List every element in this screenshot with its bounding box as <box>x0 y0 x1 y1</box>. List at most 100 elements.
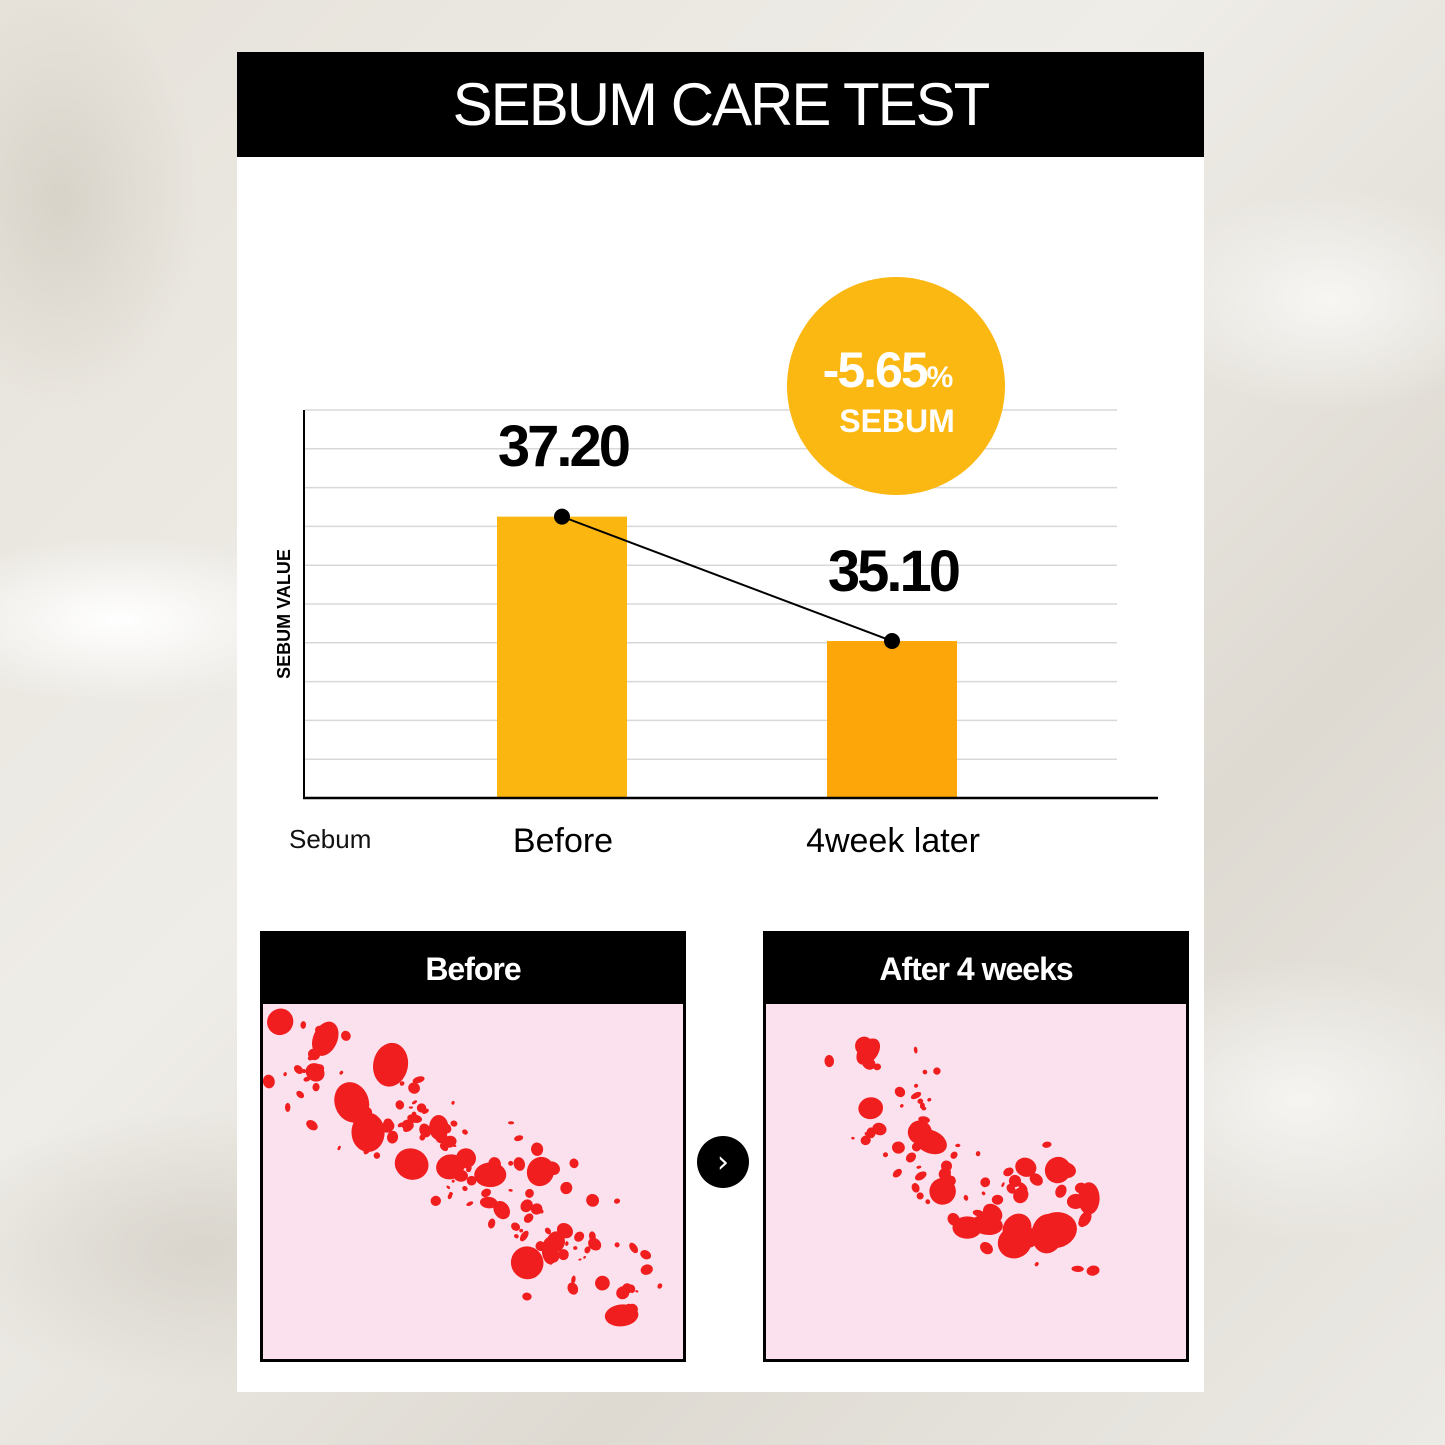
sebum-spot <box>911 1129 916 1134</box>
before-panel: Before <box>260 931 686 1362</box>
sebum-spot <box>872 1122 887 1136</box>
sebum-spot <box>462 1186 468 1192</box>
sebum-spot <box>476 1176 479 1181</box>
sebum-spot <box>916 1165 922 1169</box>
sebum-spot <box>971 1214 1003 1236</box>
sebum-spot <box>362 1107 373 1117</box>
sebum-spot <box>394 1059 402 1069</box>
sebum-spot <box>851 1136 855 1140</box>
sebum-spot <box>353 1107 365 1118</box>
after-sebum-map <box>824 1036 1100 1276</box>
sebum-spot <box>1008 1174 1022 1188</box>
sebum-spot <box>269 1078 274 1083</box>
data-label-after: 35.10 <box>828 539 959 604</box>
svg-text:-5.65%: -5.65% <box>823 342 953 398</box>
sebum-spot <box>922 1069 928 1075</box>
sebum-spot <box>918 1116 930 1124</box>
sebum-spot <box>312 1082 320 1092</box>
sebum-spot <box>905 1152 917 1163</box>
sebum-spot <box>614 1198 621 1204</box>
category-label-after: 4week later <box>806 822 980 860</box>
sebum-spot <box>262 1074 275 1089</box>
data-label-before: 37.20 <box>498 414 629 479</box>
after-panel: After 4 weeks <box>763 931 1189 1362</box>
sebum-spot <box>530 1203 543 1215</box>
data-point-1 <box>884 633 900 650</box>
sebum-spot <box>363 1144 371 1155</box>
sebum-spot <box>514 1234 519 1239</box>
y-axis-label: SEBUM VALUE <box>274 549 294 679</box>
sebum-spot <box>565 1241 569 1246</box>
sebum-spot <box>873 1063 882 1071</box>
sebum-spot <box>446 1185 451 1189</box>
sebum-spot <box>913 1046 918 1054</box>
sebum-spot <box>972 1209 985 1217</box>
badge-label: SEBUM <box>839 403 955 439</box>
sebum-spot <box>347 1082 357 1093</box>
sebum-spot <box>399 1081 405 1086</box>
sebum-spot <box>855 1036 874 1056</box>
sebum-spot <box>558 1249 569 1261</box>
chevron-right-icon: › <box>697 1136 749 1188</box>
sebum-spot <box>894 1086 906 1098</box>
sebum-spot <box>950 1151 958 1159</box>
sebum-spot <box>442 1123 452 1134</box>
sebum-spot <box>551 1236 562 1246</box>
sebum-spot <box>946 1174 952 1180</box>
sebum-spot <box>462 1129 468 1135</box>
sebum-spot <box>312 1063 323 1074</box>
sebum-spot <box>947 1213 960 1226</box>
sebum-spot <box>493 1201 510 1220</box>
sebum-spot <box>508 1160 514 1166</box>
sebum-spot <box>629 1242 639 1254</box>
sebum-spot <box>1029 1173 1043 1186</box>
sebum-spot <box>1066 1193 1085 1210</box>
sebum-spot <box>640 1264 653 1275</box>
sebum-spot <box>635 1290 639 1293</box>
sebum-spot <box>466 1201 474 1207</box>
before-panel-title: Before <box>263 934 683 1004</box>
sebum-spot <box>914 1083 919 1088</box>
sebum-spot <box>640 1250 652 1260</box>
sebum-spot <box>1003 1167 1014 1177</box>
sebum-spot <box>657 1283 663 1289</box>
sebum-spot <box>513 1157 526 1171</box>
sebum-spot <box>586 1193 600 1207</box>
sebum-spot <box>1006 1184 1016 1194</box>
sebum-spot <box>348 1096 352 1101</box>
sebum-spot <box>910 1091 922 1100</box>
sebum-spot <box>433 1123 445 1136</box>
sebum-spot <box>337 1145 341 1151</box>
sebum-spot <box>519 1228 524 1233</box>
sebum-spot <box>892 1168 902 1178</box>
sebum-spot <box>359 1098 369 1110</box>
sebum-spot <box>508 1188 513 1192</box>
sebum-spot <box>301 1069 307 1074</box>
sebum-spot <box>957 1223 969 1235</box>
sebum-spot <box>1034 1262 1039 1267</box>
sebum-spot <box>571 1275 576 1284</box>
sebum-spot <box>519 1230 529 1242</box>
sebum-spot <box>442 1135 457 1148</box>
sebum-spot <box>466 1164 472 1172</box>
sebum-spot <box>296 1090 305 1099</box>
sebum-spot <box>1086 1265 1100 1276</box>
sebum-spot <box>408 1106 414 1109</box>
sebum-spot <box>283 1072 287 1077</box>
sebum-spot <box>573 1246 578 1250</box>
sebum-spot <box>891 1141 905 1154</box>
sebum-spot <box>1031 1214 1064 1254</box>
sebum-spot <box>545 1161 560 1175</box>
sebum-spot <box>963 1218 968 1222</box>
gridlines <box>305 409 1117 760</box>
sebum-spot <box>1009 1226 1017 1233</box>
sebum-spot <box>900 1104 904 1108</box>
sebum-spot <box>917 1098 924 1104</box>
bars <box>497 516 957 798</box>
sebum-spot <box>916 1192 924 1200</box>
sebum-spot <box>430 1195 441 1206</box>
sebum-spot <box>285 1102 291 1113</box>
trend-line <box>554 508 900 650</box>
sebum-spot <box>588 1237 602 1251</box>
sebum-spot <box>925 1199 931 1205</box>
